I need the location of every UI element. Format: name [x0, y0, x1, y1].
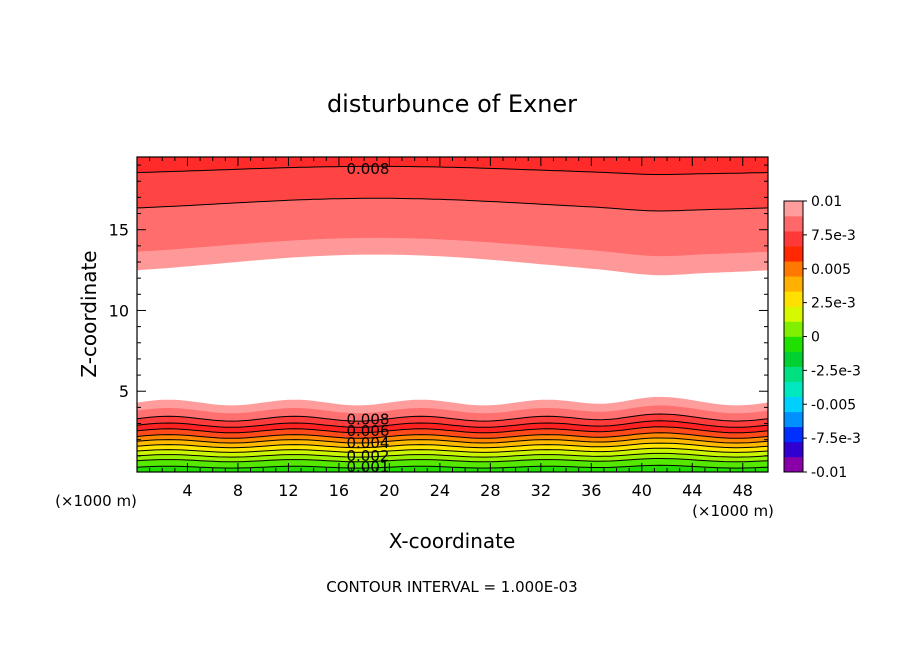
- y-tick-label: 10: [109, 301, 129, 320]
- colorbar-label: -2.5e-3: [811, 363, 861, 379]
- colorbar-swatch: [784, 441, 803, 458]
- x-tick-label: 8: [233, 481, 243, 500]
- colorbar-label: 0: [811, 330, 820, 346]
- x-axis-label: X-coordinate: [389, 529, 516, 553]
- colorbar-swatch: [784, 351, 803, 367]
- contour-interval-note: CONTOUR INTERVAL = 1.000E-03: [326, 578, 577, 596]
- x-tick-label: 12: [278, 481, 298, 500]
- colorbar-label: -0.005: [811, 397, 856, 413]
- bottom-contour-line-0: [136, 464, 769, 469]
- colorbar-swatch: [784, 306, 803, 322]
- y-axis-label: Z-coordinate: [77, 250, 101, 377]
- x-tick-label: 24: [430, 481, 450, 500]
- colorbar-swatch: [784, 291, 803, 307]
- x-tick-label: 36: [581, 481, 601, 500]
- top-contour-line-1: [136, 197, 769, 212]
- bottom-contour-line-8: [136, 420, 769, 428]
- colorbar-swatch: [784, 411, 803, 428]
- chart-title: disturbunce of Exner: [327, 90, 577, 118]
- colorbar-swatch: [784, 261, 803, 277]
- x-tick-label: 16: [329, 481, 349, 500]
- colorbar: 0.01 7.5e-3 0.005 2.5e-3 0 -2.5e-3 -0.005 -7.5e…: [783, 194, 861, 481]
- x-tick-label: 44: [682, 481, 702, 500]
- bottom-contour-line-4: [136, 442, 769, 449]
- x-unit-label: (×1000 m): [692, 502, 774, 520]
- colorbar-swatch: [784, 216, 803, 232]
- y-unit-label: (×1000 m): [55, 492, 137, 510]
- contour-label: 0.008: [346, 411, 389, 429]
- x-tick-label: 20: [379, 481, 399, 500]
- colorbar-label: 2.5e-3: [811, 296, 856, 312]
- bottom-contour-line-5: [136, 437, 769, 444]
- colorbar-swatch: [784, 426, 803, 443]
- x-tick-label: 32: [531, 481, 551, 500]
- contour-label: 0.002: [346, 447, 389, 465]
- y-tick-label: 15: [109, 221, 129, 240]
- colorbar-swatch: [784, 456, 803, 473]
- x-tick-label: 4: [182, 481, 192, 500]
- bottom-contour-line-2: [136, 452, 769, 458]
- colorbar-label: 0.01: [811, 194, 842, 210]
- x-tick-label: 48: [733, 481, 753, 500]
- top-contour-line-0: [136, 165, 769, 175]
- contour-label: 0.006: [346, 422, 389, 440]
- colorbar-label: 0.005: [811, 262, 851, 278]
- bottom-contour-line-1: [136, 458, 769, 463]
- colorbar-swatch: [784, 366, 803, 382]
- top-band-0: [137, 157, 768, 175]
- colorbar-label: -7.5e-3: [811, 431, 861, 447]
- contour-label: 0.001: [346, 458, 389, 476]
- x-tick-label: 40: [632, 481, 652, 500]
- contour-label: 0.008: [346, 160, 389, 178]
- colorbar-label: 7.5e-3: [811, 228, 856, 244]
- colorbar-swatch: [784, 201, 803, 217]
- colorbar-swatch: [784, 381, 803, 398]
- colorbar-label: -0.01: [811, 465, 847, 481]
- colorbar-swatch: [784, 336, 803, 352]
- colorbar-swatch: [784, 231, 803, 247]
- y-tick-label: 5: [119, 382, 129, 401]
- colorbar-swatch: [784, 396, 803, 413]
- bottom-contour-line-6: [136, 432, 769, 439]
- colorbar-swatch: [784, 321, 803, 337]
- colorbar-swatch: [784, 276, 803, 292]
- x-tick-label: 28: [480, 481, 500, 500]
- contour-label: 0.004: [346, 434, 389, 452]
- bottom-contour-line-7: [136, 426, 769, 434]
- bottom-contour-line-9: [136, 413, 769, 422]
- bottom-contour-line-3: [136, 447, 769, 453]
- colorbar-swatch: [784, 246, 803, 262]
